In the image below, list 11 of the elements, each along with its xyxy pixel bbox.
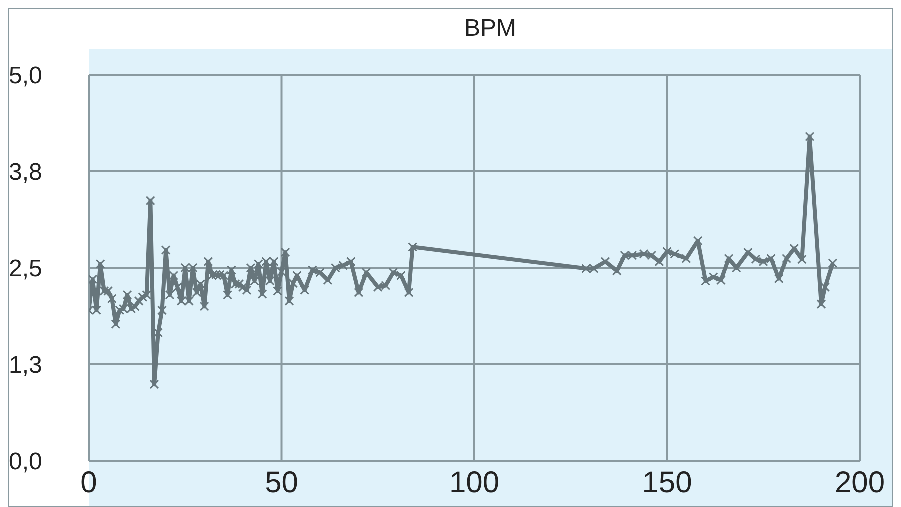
y-tick-label: 0,0: [9, 448, 42, 476]
x-tick-label: 100: [449, 466, 500, 500]
x-tick-label: 150: [642, 466, 692, 500]
y-tick-label: 3,8: [9, 159, 42, 186]
chart-title: BPM: [463, 15, 518, 43]
y-tick-label: 5,0: [9, 62, 42, 90]
y-tick-label: 2,5: [9, 256, 42, 283]
x-tick-label: 200: [834, 466, 886, 500]
y-tick-label: 1,3: [9, 352, 42, 380]
x-tick-label: 50: [265, 466, 298, 500]
x-tick-label: 0: [80, 466, 98, 500]
